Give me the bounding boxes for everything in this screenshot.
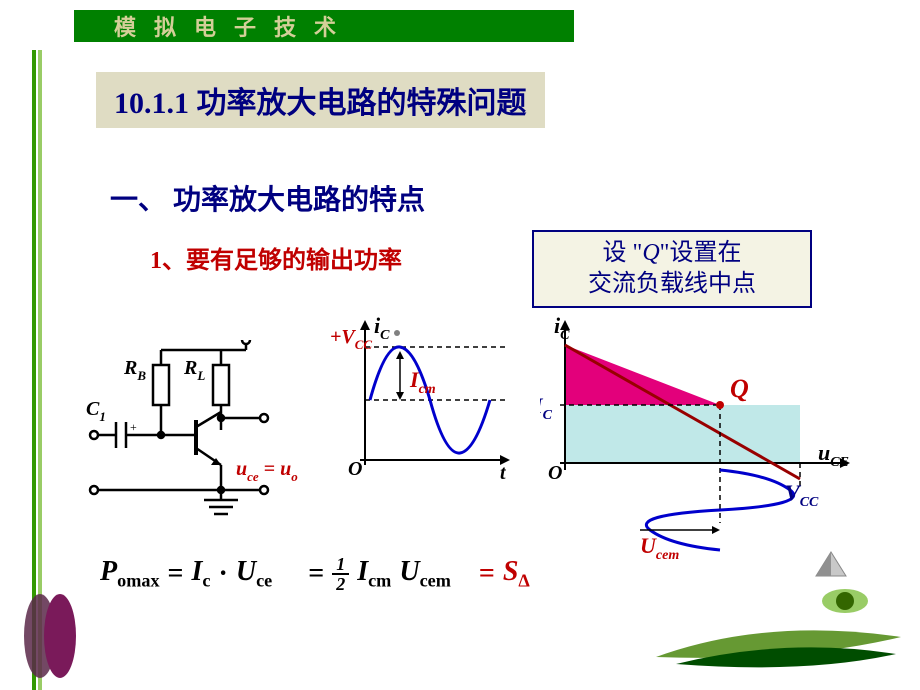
course-header: 模拟电子技术 — [74, 10, 574, 42]
q-line2: 交流负载线中点 — [588, 271, 756, 297]
section-title: 10.1.1 功率放大电路的特殊问题 — [96, 72, 545, 128]
half-den: 2 — [332, 575, 349, 593]
load-line-chart: iC Q IC uCE VCC Ucem O — [540, 315, 880, 585]
Ucem2-label: U — [399, 556, 419, 587]
ic2-sub: C — [560, 328, 570, 343]
ucem-sub: cem — [656, 548, 679, 563]
ucem-label: U — [640, 533, 657, 558]
Ic-label: I — [192, 556, 203, 587]
capacitor-icon — [10, 590, 90, 680]
RL-sub: L — [196, 368, 205, 383]
uce-sub: ce — [247, 469, 259, 484]
svg-text:RB: RB — [123, 357, 146, 383]
C1-sub: 1 — [99, 409, 106, 424]
svg-text:uCE: uCE — [818, 440, 849, 470]
eq1: = — [168, 558, 184, 590]
t-label: t — [500, 462, 507, 484]
sine-waveform: +VCC iC Icm O t — [330, 315, 525, 490]
vcc-sub: CC — [355, 337, 373, 352]
uo-label: u — [280, 458, 291, 480]
eq3: = — [479, 558, 495, 590]
fraction-half: 12 — [332, 555, 349, 593]
power-equation: Pomax = Ic · Uce = 12 Icm Ucem = SΔ — [96, 555, 534, 593]
S-label: S — [503, 556, 519, 587]
q-line1-pre: 设 " — [603, 240, 643, 266]
course-title: 模拟电子技术 — [114, 10, 354, 42]
subtitle: 一、 功率放大电路的特点 — [110, 178, 425, 218]
section-title-text: 10.1.1 功率放大电路的特殊问题 — [114, 87, 527, 120]
triangle-decoration-icon — [814, 550, 848, 580]
ic-sub: C — [380, 328, 390, 343]
vcc2-sub: CC — [800, 495, 819, 510]
svg-text:RL: RL — [183, 357, 205, 383]
svg-text:IC: IC — [540, 393, 553, 423]
svg-text:uce = uo: uce = uo — [236, 458, 298, 484]
uce2-label: u — [818, 440, 830, 465]
delta-sub: Δ — [518, 571, 529, 591]
circuit-diagram: RB RL C1 + uce = uo — [86, 340, 326, 550]
Icm2-label: I — [357, 556, 368, 587]
eye-decoration-icon — [820, 587, 870, 615]
C1-label: C — [86, 398, 100, 420]
svg-text:Icm: Icm — [409, 367, 436, 397]
Ucem2-sub: cem — [420, 571, 451, 591]
svg-text:iC: iC — [554, 315, 570, 343]
q-symbol: Q — [642, 240, 659, 266]
eq2: = — [308, 558, 324, 590]
uo-sub: o — [291, 469, 298, 484]
RB-label: R — [123, 357, 137, 379]
q-point-box: 设 "Q"设置在 交流负载线中点 — [532, 230, 812, 308]
vcc-plus: + — [330, 326, 341, 348]
svg-text:Ucem: Ucem — [640, 533, 679, 563]
svg-text:VCC: VCC — [785, 480, 819, 510]
Ic-sub: c — [202, 571, 210, 591]
uce-label: u — [236, 458, 247, 480]
half-num: 1 — [332, 555, 349, 575]
Icm2-sub: cm — [368, 571, 391, 591]
RB-sub: B — [136, 368, 146, 383]
point-1-text: 1、要有足够的输出功率 — [150, 248, 402, 274]
point-1: 1、要有足够的输出功率 — [150, 240, 402, 275]
uce2-sub: CE — [830, 455, 849, 470]
q-line1-post: "设置在 — [660, 240, 742, 266]
subtitle-text: 一、 功率放大电路的特点 — [110, 185, 425, 216]
svg-text:C1: C1 — [86, 398, 106, 424]
Uce-label: U — [236, 556, 256, 587]
P-label: P — [100, 556, 117, 587]
origin2-label: O — [548, 462, 562, 484]
Uce-sub: ce — [256, 571, 272, 591]
svg-text:iC: iC — [374, 315, 390, 343]
origin-label: O — [348, 458, 362, 480]
RL-label: R — [183, 357, 197, 379]
dot: · — [219, 558, 228, 590]
svg-text:+: + — [130, 420, 137, 434]
IC-sub: C — [543, 408, 553, 423]
q-label: Q — [730, 374, 749, 403]
P-sub: omax — [117, 571, 159, 591]
uce-eq: = — [259, 458, 280, 480]
icm-sub: cm — [419, 382, 436, 397]
